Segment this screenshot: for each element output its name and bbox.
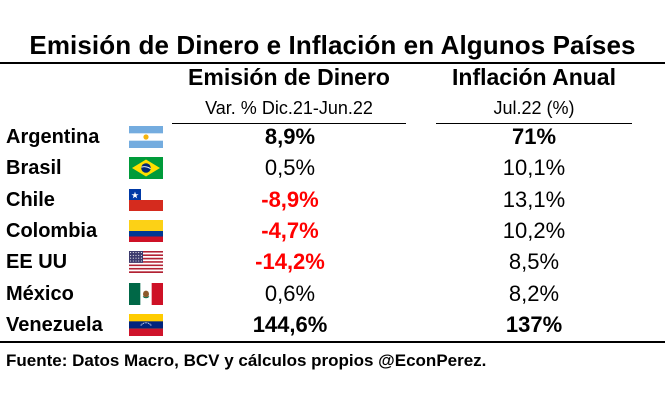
- money-emission-value: 0,5%: [264, 155, 316, 180]
- argentina-flag-icon: [129, 126, 163, 148]
- country-label: Brasil: [6, 157, 62, 179]
- money-emission-value: 0,6%: [264, 281, 316, 306]
- column-header-money-emission: Emisión de Dinero: [188, 64, 390, 90]
- venezuela-flag-icon: [129, 314, 163, 336]
- column-subheader-money-emission: Var. % Dic.21-Jun.22: [205, 98, 373, 118]
- inflation-value: 13,1%: [502, 187, 566, 212]
- table-row: Colombia -4,7% 10,2%: [0, 218, 665, 248]
- inflation-value: 10,2%: [502, 218, 566, 243]
- title-divider: [0, 62, 665, 64]
- inflation-value: 71%: [511, 124, 557, 149]
- mexico-flag-icon: [129, 283, 163, 305]
- country-label: Colombia: [6, 220, 98, 242]
- table-row: Venezuela 144,6% 137%: [0, 312, 665, 342]
- money-emission-value: -8,9%: [261, 187, 319, 212]
- money-emission-value: -14,2%: [255, 249, 325, 274]
- footer-divider: [0, 341, 665, 343]
- table-row: EE UU -14,2% 8,5%: [0, 249, 665, 279]
- inflation-value: 8,5%: [508, 249, 560, 274]
- colombia-flag-icon: [129, 220, 163, 242]
- subheader-underline-money-emission: [172, 123, 406, 124]
- table-row: Chile -8,9% 13,1%: [0, 187, 665, 217]
- country-label: México: [6, 283, 74, 305]
- source-note: Fuente: Datos Macro, BCV y cálculos prop…: [6, 351, 487, 370]
- country-label: EE UU: [6, 251, 68, 273]
- subheader-underline-inflation: [436, 123, 632, 124]
- inflation-value: 8,2%: [508, 281, 560, 306]
- inflation-value: 137%: [505, 312, 563, 337]
- money-emission-value: -4,7%: [261, 218, 319, 243]
- country-label: Venezuela: [6, 314, 103, 336]
- chart-title: Emisión de Dinero e Inflación en Algunos…: [29, 30, 636, 60]
- table-row: México 0,6% 8,2%: [0, 281, 665, 311]
- table-row: Brasil 0,5% 10,1%: [0, 155, 665, 185]
- table-row: Argentina 8,9% 71%: [0, 124, 665, 154]
- brazil-flag-icon: [129, 157, 163, 179]
- money-emission-value: 8,9%: [264, 124, 316, 149]
- column-header-inflation: Inflación Anual: [452, 64, 616, 90]
- inflation-value: 10,1%: [502, 155, 566, 180]
- usa-flag-icon: [129, 251, 163, 273]
- country-label: Chile: [6, 189, 55, 211]
- column-subheader-inflation: Jul.22 (%): [493, 98, 575, 118]
- money-emission-value: 144,6%: [252, 312, 328, 337]
- country-label: Argentina: [6, 126, 100, 148]
- chile-flag-icon: [129, 189, 163, 211]
